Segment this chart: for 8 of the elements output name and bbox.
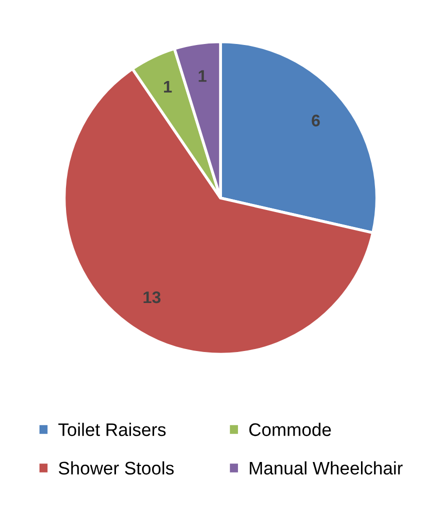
data-label: 1 (198, 70, 206, 82)
legend-label: Commode (249, 422, 331, 436)
data-label: 1 (164, 81, 172, 92)
legend-label: Shower Stools (58, 461, 174, 475)
data-label: 13 (144, 291, 160, 304)
legend-label: Toilet Raisers (58, 422, 166, 436)
legend-label: Manual Wheelchair (250, 461, 403, 475)
data-label: 6 (312, 114, 320, 126)
